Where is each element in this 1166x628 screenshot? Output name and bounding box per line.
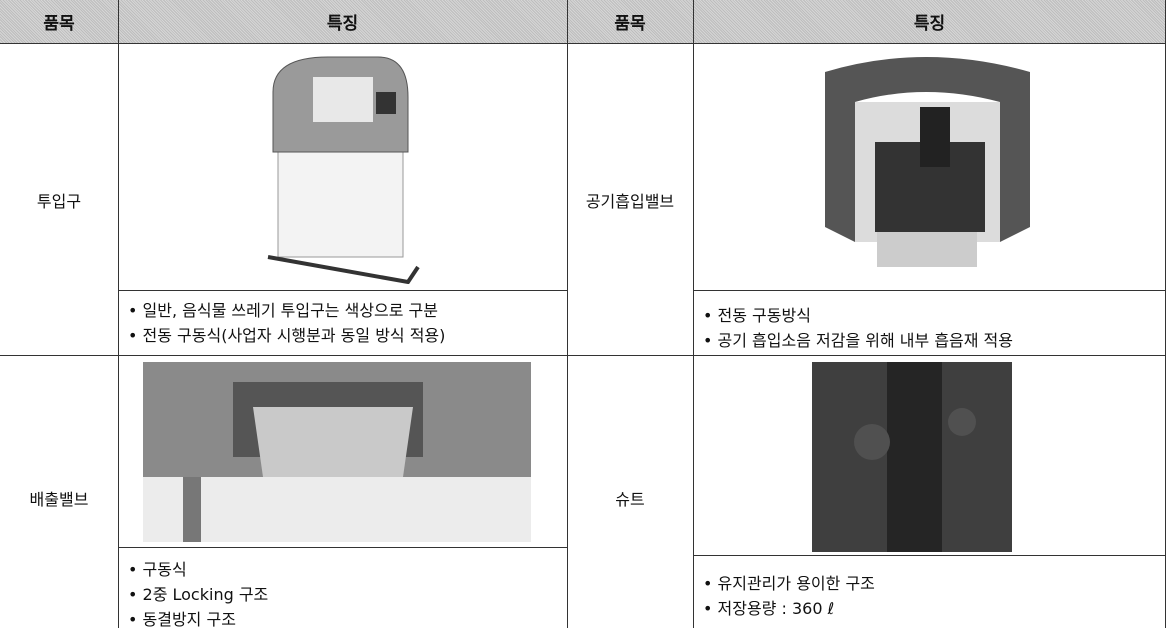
row-rule xyxy=(118,547,567,548)
feature-list: • 유지관리가 용이한 구조 • 저장용량 : 360 ℓ xyxy=(703,571,875,621)
row-rule xyxy=(118,290,567,291)
item-label: 배출밸브 xyxy=(29,490,89,509)
feature: • 유지관리가 용이한 구조 xyxy=(703,574,875,593)
row-rule xyxy=(693,555,1166,556)
feature: • 전동 구동방식 xyxy=(703,306,811,325)
feature-list: • 전동 구동방식 • 공기 흡입소음 저감을 위해 내부 흡음재 적용 xyxy=(703,303,1013,353)
feature: • 전동 구동식(사업자 시행분과 동일 방식 적용) xyxy=(128,326,446,345)
photo-air-valve xyxy=(825,57,1030,267)
header-cell: 품목 xyxy=(567,0,693,44)
column-rule xyxy=(567,0,568,628)
column-rule xyxy=(118,0,119,628)
feature: • 구동식 xyxy=(128,560,187,579)
header-cell: 품목 xyxy=(0,0,118,44)
header-cell: 특징 xyxy=(693,0,1166,44)
feature: • 저장용량 : 360 ℓ xyxy=(703,599,835,618)
feature: • 동결방지 구조 xyxy=(128,610,236,628)
photo-chute xyxy=(812,362,1012,552)
feature: • 일반, 음식물 쓰레기 투입구는 색상으로 구분 xyxy=(128,301,438,320)
feature-list: • 구동식 • 2중 Locking 구조 • 동결방지 구조 xyxy=(128,557,268,628)
feature: • 공기 흡입소음 저감을 위해 내부 흡음재 적용 xyxy=(703,331,1013,350)
row-rule xyxy=(0,355,1166,356)
header-cell: 특징 xyxy=(118,0,567,44)
item-label: 슈트 xyxy=(615,490,645,509)
column-rule xyxy=(693,0,694,628)
item-label: 공기흡입밸브 xyxy=(585,191,675,211)
row-rule xyxy=(693,290,1166,291)
photo-inlet xyxy=(267,56,420,284)
photo-discharge-valve xyxy=(143,362,531,542)
item-label: 투입구 xyxy=(36,191,82,211)
feature: • 2중 Locking 구조 xyxy=(128,585,269,604)
feature-list: • 일반, 음식물 쓰레기 투입구는 색상으로 구분 • 전동 구동식(사업자 시… xyxy=(128,298,445,348)
